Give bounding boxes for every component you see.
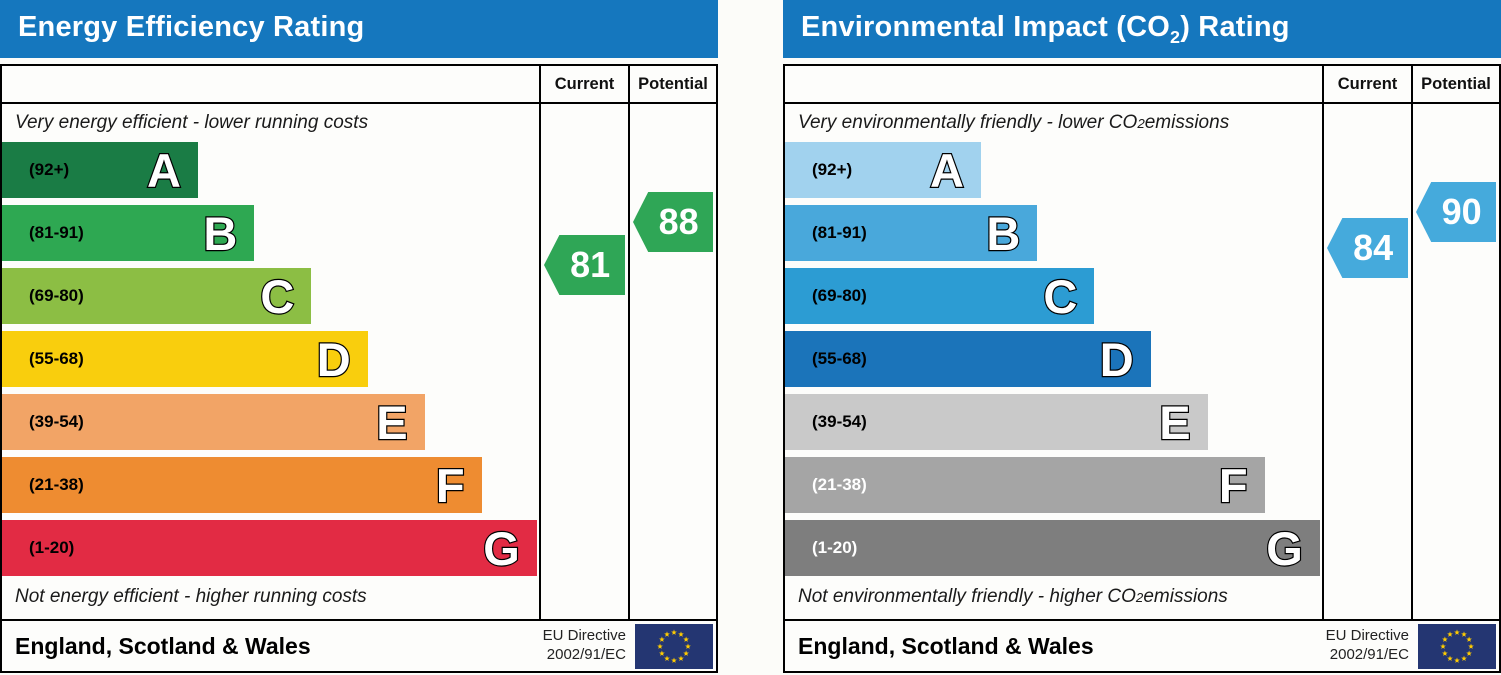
footer-region-label: England, Scotland & Wales [15,632,311,659]
marker-value: 84 [1353,227,1394,268]
band-range-label: (55-68) [812,349,867,368]
band-range-label: (39-54) [29,412,84,431]
panel-title: Energy Efficiency Rating [18,10,365,43]
band-letter: D [316,332,352,386]
panel-footer: England, Scotland & Wales EU Directive 2… [2,619,716,671]
band-range-label: (92+) [29,160,70,179]
marker-value: 81 [570,244,611,285]
band-range-label: (81-91) [29,223,84,242]
band-row-e: (39-54) E [785,394,1208,450]
band-row-b: (81-91) B [785,205,1038,261]
band-range-label: (21-38) [812,475,867,494]
band-letter: D [1099,332,1135,386]
band-range-label: (55-68) [29,349,84,368]
eu-flag-icon [1418,623,1496,669]
band-row-f: (21-38) F [2,457,482,513]
band-letter: C [1042,269,1078,323]
band-letter: G [1265,521,1304,575]
potential-marker: 90 [1416,182,1496,242]
band-row-d: (55-68) D [785,331,1151,387]
band-letter: B [985,206,1021,260]
caption-bottom: Not environmentally friendly - higher CO… [798,586,1228,607]
marker-value: 88 [658,201,699,242]
footer-region-label: England, Scotland & Wales [798,632,1094,659]
band-row-c: (69-80) C [2,268,312,324]
band-bars: (92+) A (81-91) B (69-80) C (55-68) D (39-54… [2,142,539,576]
band-row-b: (81-91) B [2,205,255,261]
panel-footer: England, Scotland & Wales EU Directive 2… [785,619,1499,671]
current-marker: 84 [1327,218,1408,278]
band-row-g: (1-20) G [2,520,537,576]
column-header-current: Current [539,66,628,102]
current-column: 84 [1322,104,1411,619]
current-marker: 81 [544,235,625,295]
potential-marker: 88 [633,192,713,252]
band-letter: G [482,521,521,575]
caption-top: Very environmentally friendly - lower CO… [798,112,1230,133]
band-letter: A [146,143,182,197]
band-row-g: (1-20) G [785,520,1320,576]
band-letter: C [259,269,295,323]
chart-body: Very environmentally friendly - lower CO… [785,104,1499,619]
band-area: Very environmentally friendly - lower CO… [785,104,1322,619]
band-row-e: (39-54) E [2,394,425,450]
column-header-current: Current [1322,66,1411,102]
band-range-label: (69-80) [812,286,867,305]
column-header-potential: Potential [1411,66,1499,102]
eu-flag-icon [635,623,713,669]
chart-body: Very energy efficient - lower running co… [2,104,716,619]
caption-top: Very energy efficient - lower running co… [15,112,369,133]
band-range-label: (21-38) [29,475,84,494]
band-range-label: (81-91) [812,223,867,242]
band-row-a: (92+) A [2,142,198,198]
band-range-label: (69-80) [29,286,84,305]
potential-column: 88 [628,104,716,619]
eu-directive-label: EU Directive 2002/91/EC [542,627,626,663]
band-letter: F [1218,458,1249,512]
band-bars: (92+) A (81-91) B (69-80) C (55-68) D (39-54… [785,142,1322,576]
current-column: 81 [539,104,628,619]
band-letter: B [202,206,238,260]
band-row-a: (92+) A [785,142,981,198]
marker-value: 90 [1441,191,1482,232]
band-letter: E [375,395,409,449]
panel-header: Environmental Impact (CO2) Rating [783,0,1501,58]
band-letter: F [435,458,466,512]
band-range-label: (39-54) [812,412,867,431]
environmental-impact-panel: Environmental Impact (CO2) Rating Curren… [783,0,1501,675]
column-header-row: Current Potential [785,66,1499,104]
panel-title: Environmental Impact (CO2) Rating [801,10,1290,47]
rating-table: Current Potential Very energy efficient … [0,64,718,673]
band-range-label: (1-20) [29,538,75,557]
panel-header: Energy Efficiency Rating [0,0,718,58]
band-range-label: (1-20) [812,538,858,557]
rating-table: Current Potential Very environmentally f… [783,64,1501,673]
band-range-label: (92+) [812,160,853,179]
band-row-d: (55-68) D [2,331,368,387]
column-header-row: Current Potential [2,66,716,104]
energy-efficiency-panel: Energy Efficiency Rating Current Potenti… [0,0,718,675]
column-header-spacer [785,66,1322,102]
eu-directive-label: EU Directive 2002/91/EC [1325,627,1409,663]
band-area: Very energy efficient - lower running co… [2,104,539,619]
band-row-c: (69-80) C [785,268,1095,324]
band-letter: A [929,143,965,197]
band-letter: E [1158,395,1192,449]
band-row-f: (21-38) F [785,457,1265,513]
column-header-spacer [2,66,539,102]
potential-column: 90 [1411,104,1499,619]
caption-bottom: Not energy efficient - higher running co… [15,586,367,607]
column-header-potential: Potential [628,66,716,102]
